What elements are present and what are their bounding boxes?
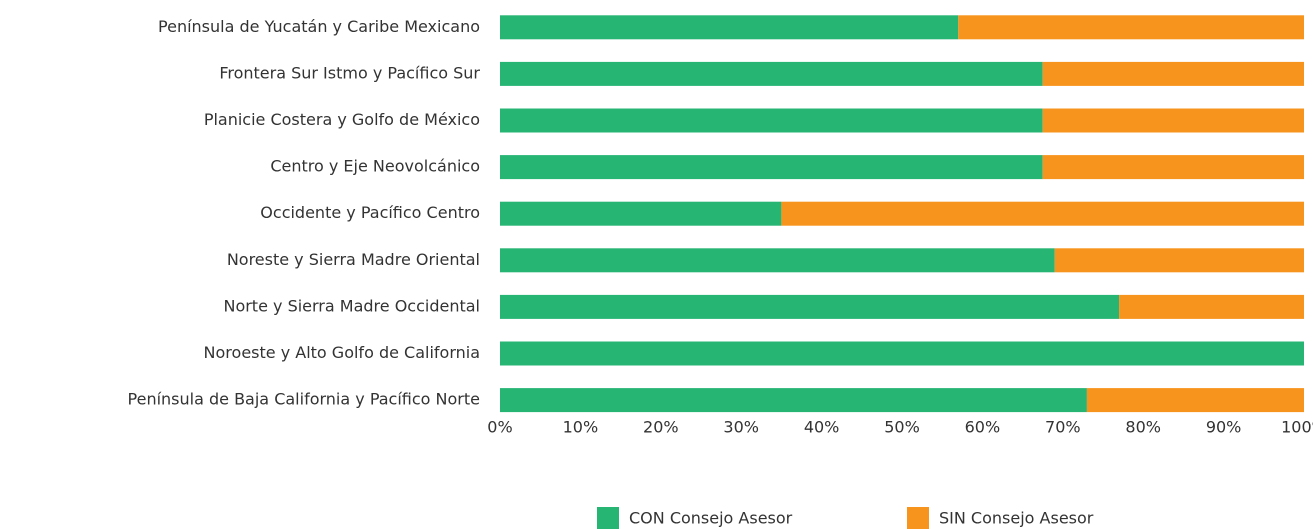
bar-segment: [1042, 155, 1304, 180]
y-tick-label: Península de Yucatán y Caribe Mexicano: [158, 17, 480, 36]
bar-segment: [500, 248, 1055, 273]
y-tick-label: Península de Baja California y Pacífico …: [128, 390, 480, 409]
bar-segment: [500, 15, 959, 40]
legend-label: SIN Consejo Asesor: [939, 509, 1094, 528]
x-tick-label: 30%: [723, 418, 759, 437]
legend-label: CON Consejo Asesor: [629, 509, 793, 528]
x-tick-label: 60%: [965, 418, 1001, 437]
bar-segment: [781, 201, 1304, 226]
bar-segment: [500, 155, 1043, 180]
bar-segment: [1086, 388, 1304, 413]
bar-segment: [1054, 248, 1304, 273]
y-tick-label: Frontera Sur Istmo y Pacífico Sur: [219, 63, 480, 82]
x-tick-label: 20%: [643, 418, 679, 437]
bar-segment: [500, 108, 1043, 133]
bar-segment: [500, 294, 1120, 319]
bar-segment: [500, 201, 782, 226]
y-tick-label: Noreste y Sierra Madre Oriental: [227, 250, 480, 269]
bar-segment: [500, 388, 1087, 413]
x-tick-label: 90%: [1206, 418, 1242, 437]
x-tick-label: 0%: [487, 418, 512, 437]
y-tick-label: Norte y Sierra Madre Occidental: [223, 296, 480, 315]
x-tick-label: 70%: [1045, 418, 1081, 437]
legend-swatch: [597, 507, 619, 529]
x-tick-label: 80%: [1125, 418, 1161, 437]
bar-segment: [500, 341, 1304, 366]
y-tick-label: Planicie Costera y Golfo de México: [204, 110, 480, 129]
bar-segment: [500, 61, 1043, 86]
x-tick-label: 50%: [884, 418, 920, 437]
bar-segment: [1119, 294, 1304, 319]
x-tick-label: 100%: [1281, 418, 1313, 437]
x-tick-label: 10%: [563, 418, 599, 437]
y-tick-label: Occidente y Pacífico Centro: [260, 203, 480, 222]
bar-segment: [1042, 108, 1304, 133]
x-tick-label: 40%: [804, 418, 840, 437]
bar-segment: [958, 15, 1304, 40]
legend-swatch: [907, 507, 929, 529]
y-tick-label: Noroeste y Alto Golfo de California: [204, 343, 480, 362]
bar-segment: [1042, 61, 1304, 86]
y-tick-label: Centro y Eje Neovolcánico: [270, 157, 480, 176]
